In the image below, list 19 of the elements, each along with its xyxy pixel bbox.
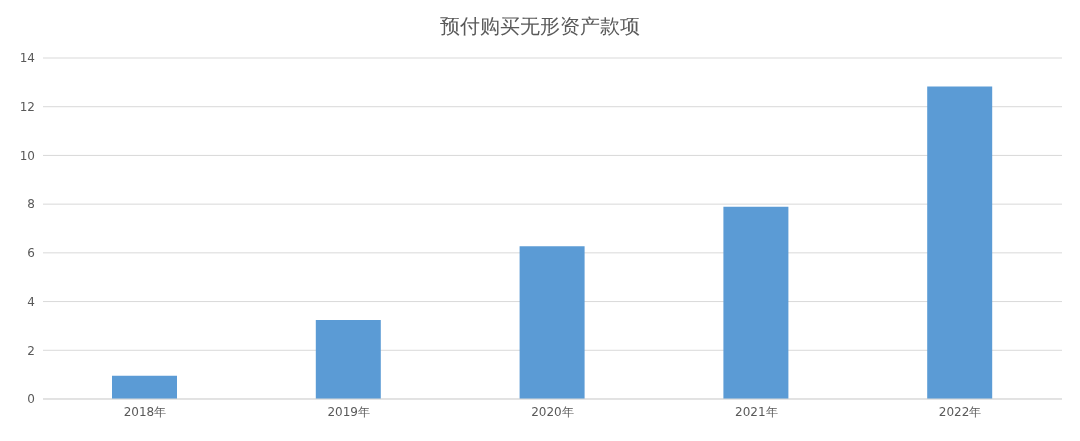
y-tick-label: 0 [27,392,35,407]
x-tick-label: 2021年 [735,404,778,419]
chart-title: 预付购买无形资产款项 [439,13,641,40]
x-tick-label: 2020年 [531,404,574,419]
y-tick-label: 10 [19,148,35,163]
y-tick-label: 4 [27,294,35,309]
y-tick-label: 6 [27,246,35,261]
x-tick-label: 2022年 [938,404,982,419]
x-tick-label: 2019年 [327,404,370,419]
y-tick-label: 2 [27,343,35,358]
bar [519,246,585,399]
x-tick-label: 2018年 [123,404,167,419]
bar [723,206,789,399]
bar [315,320,381,399]
y-tick-label: 8 [27,197,35,212]
bar [112,375,177,399]
y-tick-label: 14 [19,51,35,66]
bar [927,86,993,399]
y-tick-label: 12 [19,99,35,114]
